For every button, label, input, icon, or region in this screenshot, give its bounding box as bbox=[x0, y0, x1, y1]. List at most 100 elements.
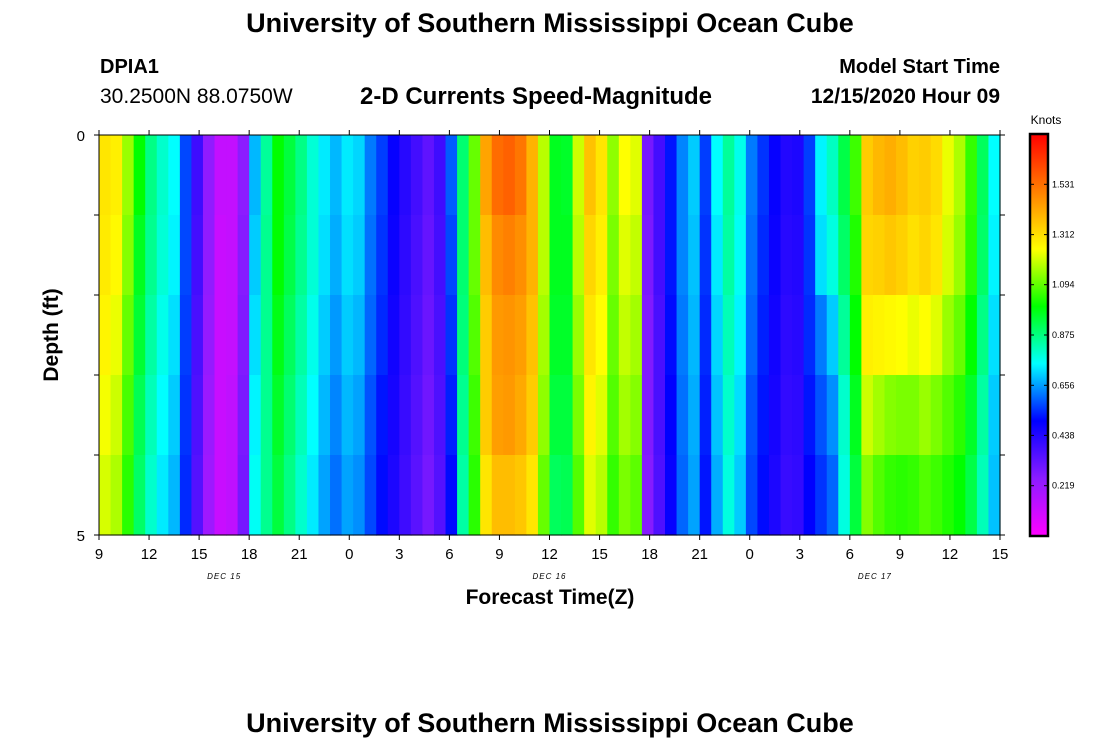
heatmap-cell bbox=[607, 455, 620, 536]
heatmap-cell bbox=[179, 295, 193, 376]
heatmap-cell bbox=[110, 375, 123, 456]
heatmap-cell bbox=[145, 455, 158, 536]
heatmap-cell bbox=[468, 455, 481, 536]
x-tick-label: 6 bbox=[445, 546, 453, 563]
colorbar-tick-label: 1.094 bbox=[1052, 280, 1075, 290]
y-axis-label: Depth (ft) bbox=[40, 288, 63, 381]
heatmap-cell bbox=[503, 375, 516, 456]
heatmap-cell bbox=[260, 295, 273, 376]
heatmap-cell bbox=[607, 375, 620, 456]
heatmap-cell bbox=[653, 215, 666, 296]
heatmap-cell bbox=[214, 455, 227, 536]
heatmap-cell bbox=[191, 295, 204, 376]
heatmap-cell bbox=[387, 215, 400, 296]
heatmap-cell bbox=[468, 215, 481, 296]
heatmap-cell bbox=[445, 135, 458, 216]
heatmap-cell bbox=[422, 295, 435, 376]
heatmap-cell bbox=[768, 375, 782, 456]
heatmap-cell bbox=[965, 295, 978, 376]
heatmap-cell bbox=[480, 295, 493, 376]
heatmap-cell bbox=[792, 135, 805, 216]
heatmap-cell bbox=[306, 375, 320, 456]
heatmap-cell bbox=[399, 135, 412, 216]
heatmap-cell bbox=[422, 375, 435, 456]
heatmap-cell bbox=[364, 135, 377, 216]
heatmap-cell bbox=[595, 135, 608, 216]
heatmap-cell bbox=[306, 455, 320, 536]
axis-ticks: 9 12 15 18 21 0 3 6 9 12 15 18 21 0 3 6 9 12 15 DEC 15 DEC 1… bbox=[77, 128, 1009, 581]
heatmap-cell bbox=[260, 455, 273, 536]
x-tick-label: 21 bbox=[291, 546, 308, 563]
x-tick-label: 15 bbox=[191, 546, 208, 563]
heatmap-cell bbox=[410, 375, 424, 456]
station-coordinates: 30.2500N 88.0750W bbox=[100, 85, 293, 108]
heatmap-cell bbox=[884, 215, 897, 296]
y-tick-label: 0 bbox=[77, 128, 85, 145]
heatmap-cell bbox=[699, 295, 712, 376]
heatmap-cell bbox=[514, 375, 527, 456]
heatmap-cell bbox=[942, 455, 955, 536]
heatmap-cell bbox=[757, 295, 770, 376]
heatmap-cell bbox=[965, 375, 978, 456]
heatmap-cell bbox=[641, 135, 655, 216]
heatmap-cell bbox=[503, 135, 516, 216]
heatmap-cell bbox=[202, 295, 216, 376]
heatmap-cell bbox=[549, 375, 562, 456]
heatmap-cell bbox=[295, 135, 308, 216]
heatmap-cell bbox=[768, 135, 782, 216]
heatmap-cell bbox=[433, 135, 447, 216]
heatmap-cell bbox=[630, 455, 643, 536]
heatmap-cell bbox=[260, 135, 273, 216]
heatmap-cell bbox=[341, 215, 354, 296]
heatmap-cell bbox=[803, 135, 816, 216]
heatmap-cell bbox=[988, 135, 1001, 216]
heatmap-cell bbox=[272, 375, 285, 456]
date-label: DEC 16 bbox=[532, 572, 566, 581]
heatmap-cell bbox=[780, 455, 793, 536]
heatmap-cell bbox=[919, 295, 932, 376]
heatmap-cell bbox=[965, 215, 978, 296]
heatmap-cell bbox=[433, 375, 447, 456]
heatmap-cell bbox=[665, 295, 678, 376]
heatmap-cell bbox=[260, 375, 273, 456]
heatmap-cell bbox=[884, 455, 897, 536]
heatmap-cell bbox=[237, 135, 250, 216]
heatmap-cell bbox=[699, 455, 712, 536]
heatmap-cell bbox=[295, 215, 308, 296]
heatmap-cell bbox=[896, 455, 909, 536]
heatmap-cell bbox=[595, 295, 608, 376]
heatmap-cell bbox=[584, 295, 597, 376]
heatmap-cell bbox=[711, 375, 724, 456]
heatmap-cell bbox=[237, 375, 250, 456]
heatmap-cell bbox=[676, 295, 689, 376]
heatmap-cell bbox=[341, 295, 354, 376]
x-tick-label: 3 bbox=[796, 546, 804, 563]
heatmap-cell bbox=[872, 295, 886, 376]
heatmap-cell bbox=[561, 295, 574, 376]
heatmap-cell bbox=[665, 455, 678, 536]
heatmap-cell bbox=[919, 135, 932, 216]
heatmap-cell bbox=[191, 455, 204, 536]
heatmap-cell bbox=[376, 295, 389, 376]
heatmap-cell bbox=[942, 295, 955, 376]
heatmap-cell bbox=[422, 135, 435, 216]
page-title: University of Southern Mississippi Ocean… bbox=[246, 8, 854, 38]
heatmap-cell bbox=[330, 215, 343, 296]
heatmap-cell bbox=[722, 375, 735, 456]
heatmap-cell bbox=[584, 215, 597, 296]
heatmap-cell bbox=[757, 135, 770, 216]
heatmap-cell bbox=[953, 455, 966, 536]
heatmap-cell bbox=[353, 295, 366, 376]
heatmap-cell bbox=[665, 135, 678, 216]
heatmap-cell bbox=[849, 295, 862, 376]
heatmap-cell bbox=[156, 295, 169, 376]
x-tick-label: 6 bbox=[846, 546, 854, 563]
heatmap-cell bbox=[110, 135, 123, 216]
heatmap-cell bbox=[872, 135, 886, 216]
x-tick-label: 0 bbox=[746, 546, 754, 563]
heatmap-cell bbox=[399, 215, 412, 296]
heatmap-cell bbox=[780, 135, 793, 216]
heatmap-cell bbox=[872, 455, 886, 536]
heatmap-cell bbox=[399, 295, 412, 376]
heatmap-cell bbox=[526, 135, 539, 216]
